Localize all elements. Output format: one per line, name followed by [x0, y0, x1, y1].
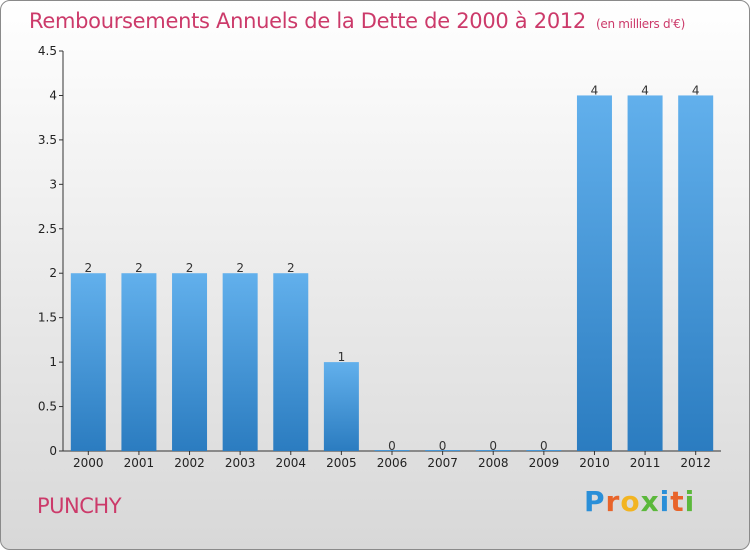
x-tick-label: 2010 [579, 456, 610, 470]
bar [576, 95, 612, 451]
bar-value-label: 2 [287, 261, 295, 275]
bar-value-label: 2 [135, 261, 143, 275]
bar [273, 273, 309, 451]
y-tick-label: 0.5 [38, 400, 57, 414]
bar-value-label: 4 [692, 83, 700, 97]
bar [425, 450, 461, 451]
bar [374, 450, 410, 451]
y-tick-label: 4 [49, 88, 57, 102]
chart-title: Remboursements Annuels de la Dette de 20… [29, 9, 685, 33]
bar [475, 450, 511, 451]
bar [222, 273, 258, 451]
bar [627, 95, 663, 451]
commune-name: PUNCHY [37, 494, 122, 518]
bar [323, 362, 359, 451]
x-tick-label: 2009 [529, 456, 560, 470]
y-tick-label: 3.5 [38, 133, 57, 147]
chart-title-unit: (en milliers d'€) [596, 17, 686, 31]
bar-value-label: 2 [84, 261, 92, 275]
x-tick-label: 2001 [124, 456, 155, 470]
bar [526, 450, 562, 451]
logo-letter: r [605, 485, 621, 518]
bar-value-label: 0 [388, 439, 396, 453]
bar-value-label: 0 [489, 439, 497, 453]
bar-value-label: 0 [439, 439, 447, 453]
x-tick-label: 2008 [478, 456, 509, 470]
x-tick-label: 2011 [630, 456, 661, 470]
bar-value-label: 2 [186, 261, 194, 275]
bar [172, 273, 208, 451]
y-tick-label: 0 [49, 444, 57, 458]
x-tick-label: 2003 [225, 456, 256, 470]
y-tick-label: 1 [49, 355, 57, 369]
x-tick-label: 2002 [174, 456, 205, 470]
logo-letter: t [670, 485, 685, 518]
bar-value-label: 4 [591, 83, 599, 97]
y-tick-label: 2 [49, 266, 57, 280]
x-tick-label: 2006 [377, 456, 408, 470]
bar-value-label: 0 [540, 439, 548, 453]
x-tick-label: 2007 [427, 456, 458, 470]
logo-letter: o [620, 485, 641, 518]
bar-value-label: 1 [338, 350, 346, 364]
bar [678, 95, 714, 451]
proxiti-logo: Proxiti [584, 485, 695, 518]
bar [70, 273, 106, 451]
y-tick-label: 2.5 [38, 222, 57, 236]
y-tick-label: 1.5 [38, 311, 57, 325]
bar-value-label: 4 [641, 83, 649, 97]
bar-value-label: 2 [236, 261, 244, 275]
bar [121, 273, 157, 451]
x-tick-label: 2005 [326, 456, 357, 470]
x-tick-label: 2000 [73, 456, 104, 470]
logo-letter: P [584, 485, 606, 518]
logo-letter: i [659, 485, 671, 518]
x-tick-label: 2004 [275, 456, 306, 470]
chart-title-main: Remboursements Annuels de la Dette de 20… [29, 9, 586, 33]
logo-letter: x [640, 485, 660, 518]
y-tick-label: 4.5 [38, 44, 57, 58]
logo-letter: i [684, 485, 696, 518]
y-tick-label: 3 [49, 177, 57, 191]
x-tick-label: 2012 [680, 456, 711, 470]
